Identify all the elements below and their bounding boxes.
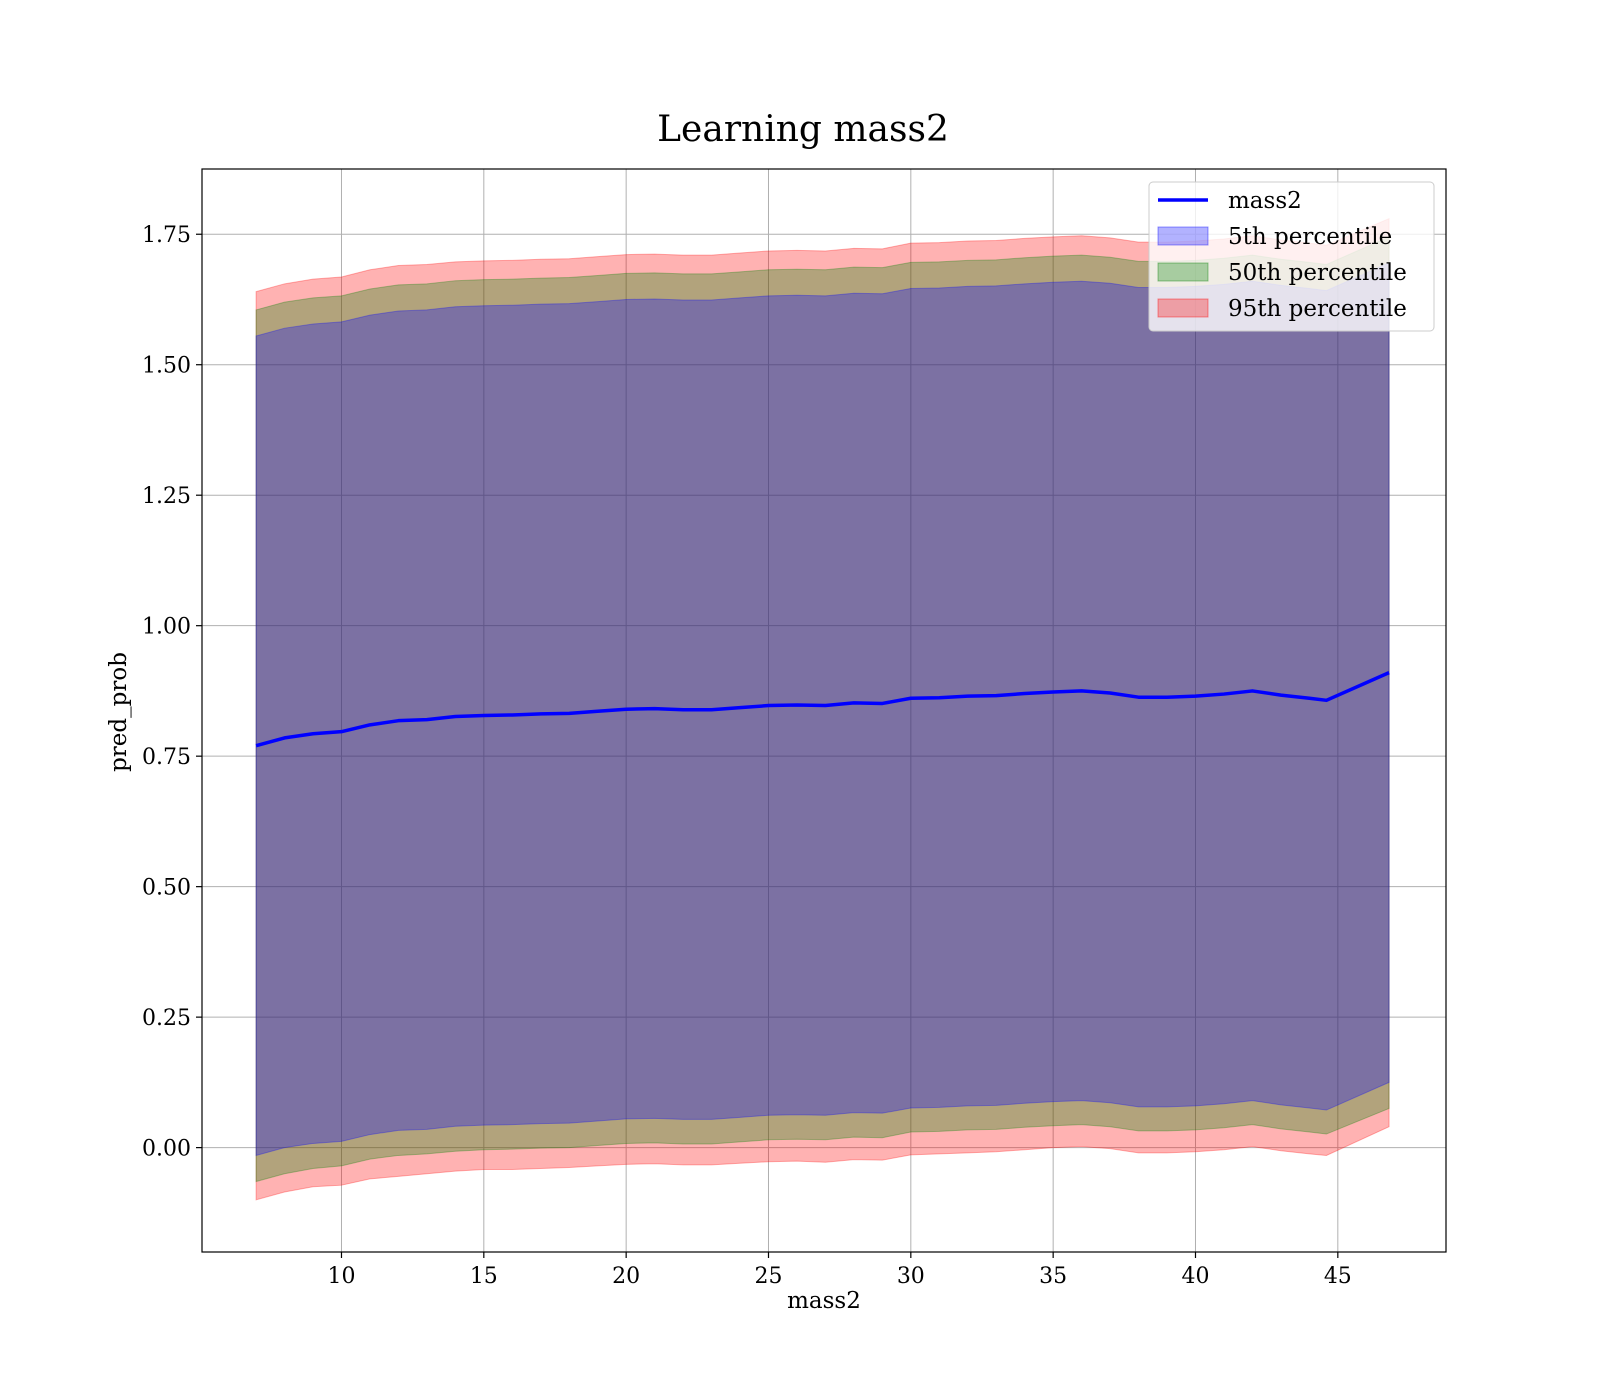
legend-box <box>1148 181 1435 332</box>
legend-label: 5th percentile <box>1228 224 1392 250</box>
y-tick-label: 1.00 <box>142 615 191 640</box>
legend-swatch-patch <box>1157 226 1209 246</box>
y-axis-label: pred_prob <box>106 652 132 772</box>
legend-label: 50th percentile <box>1228 260 1407 286</box>
band-5th-percentile <box>255 262 1390 1157</box>
x-tick-label: 15 <box>470 1264 498 1289</box>
x-tick-label: 10 <box>327 1264 355 1289</box>
y-axis-ticks: 0.00 0.25 0.50 0.75 1.00 1.25 1.50 1.75 <box>142 223 202 1162</box>
band-95th-percentile <box>255 217 1390 1201</box>
legend-items: mass2 5th percentile 50th percentile 95th p… <box>1157 188 1407 322</box>
x-tick-label: 20 <box>612 1264 640 1289</box>
y-tick-label: 0.75 <box>142 745 191 770</box>
x-tick-label: 45 <box>1324 1264 1352 1289</box>
y-tick-label: 1.50 <box>142 354 191 379</box>
y-tick-label: 1.75 <box>142 223 191 248</box>
y-tick-label: 1.25 <box>142 484 191 509</box>
x-axis-label: mass2 <box>787 1288 861 1314</box>
band-50th-percentile <box>255 236 1390 1183</box>
y-tick-label: 0.25 <box>142 1006 191 1031</box>
plot-area-frame <box>201 168 1447 1253</box>
percentile-bands <box>255 217 1390 1201</box>
y-tick-label: 0.50 <box>142 876 191 901</box>
chart-title: Learning mass2 <box>657 109 949 150</box>
legend-swatch-patch <box>1157 262 1209 282</box>
x-axis-ticks: 10 15 20 25 30 35 40 45 <box>327 1252 1352 1289</box>
x-tick-label: 40 <box>1181 1264 1209 1289</box>
legend: mass2 5th percentile 50th percentile 95th p… <box>1148 181 1435 332</box>
legend-label: mass2 <box>1228 188 1302 214</box>
grid <box>202 169 1446 1252</box>
line-mass2 <box>255 671 1390 748</box>
legend-swatch-patch <box>1157 298 1209 318</box>
line-series <box>255 671 1390 748</box>
x-tick-label: 35 <box>1039 1264 1067 1289</box>
x-tick-label: 25 <box>754 1264 782 1289</box>
legend-label: 95th percentile <box>1228 296 1407 322</box>
x-tick-label: 30 <box>897 1264 925 1289</box>
y-tick-label: 0.00 <box>142 1137 191 1162</box>
